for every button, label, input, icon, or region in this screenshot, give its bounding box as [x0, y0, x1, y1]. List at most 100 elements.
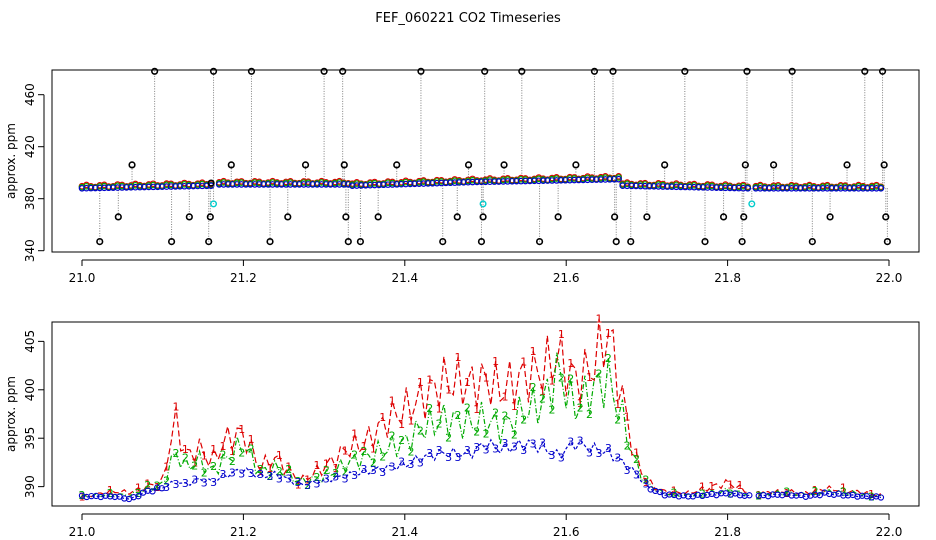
series-2-marker: 2: [642, 474, 649, 487]
series-2-marker: 2: [295, 475, 302, 488]
series-1-marker: 1: [567, 357, 574, 370]
series-3-marker: 3: [624, 464, 631, 477]
series-3-point: [455, 179, 463, 186]
series-1-marker: 1: [407, 415, 414, 428]
series-3-point: [149, 488, 156, 495]
series-3-point: [291, 181, 299, 188]
series-1-marker: 1: [426, 374, 433, 387]
spike-point: [861, 67, 869, 75]
series-1-marker: 1: [389, 395, 396, 408]
series-1-marker: 1: [708, 480, 715, 493]
series-1-marker: 1: [154, 481, 161, 494]
series-2-marker: 2: [595, 367, 602, 380]
x-tick-label: 22.0: [876, 525, 903, 539]
series-3-marker: 3: [285, 473, 292, 486]
series-1-marker: 1: [360, 440, 367, 453]
series-1-marker: 1: [248, 433, 255, 446]
series-1-marker: 1: [210, 443, 217, 456]
series-1-marker: 1: [342, 444, 349, 457]
spike-point: [843, 161, 851, 169]
series-2-marker: 2: [398, 434, 405, 447]
series-3-marker: 3: [342, 472, 349, 485]
spike-point: [247, 67, 256, 75]
series-3-point: [522, 177, 529, 185]
series-2-marker: 2: [436, 418, 443, 431]
spike-point: [128, 161, 136, 169]
series-3-marker: 3: [530, 438, 537, 451]
series-3-point: [357, 182, 365, 189]
series-2-marker: 2: [492, 407, 499, 420]
series-3-marker: 3: [445, 451, 452, 464]
series-3-point: [641, 182, 649, 190]
series-3-point: [570, 176, 578, 184]
series-2-marker: 2: [342, 465, 349, 478]
spike-point: [878, 67, 887, 75]
series-3-marker: 3: [219, 468, 226, 481]
spike-point: [464, 161, 473, 169]
figure-title: FEF_060221 CO2 Timeseries: [375, 11, 561, 26]
spike-point: [481, 67, 489, 75]
series-2-marker: 2: [558, 372, 565, 385]
series-3-point: [628, 182, 635, 190]
series-3-point: [100, 184, 108, 192]
series-1-marker: 1: [201, 449, 208, 462]
series-1-marker: 1: [163, 460, 170, 473]
series-1-marker: 1: [313, 459, 320, 472]
series-3-point: [238, 181, 245, 188]
plot-frame: [51, 321, 920, 507]
series-2-marker: 2: [79, 489, 86, 502]
series-3-point: [304, 181, 312, 188]
series-3-marker: 3: [163, 481, 170, 494]
series-1-marker: 1: [558, 328, 565, 341]
series-2-marker: 2: [210, 460, 217, 473]
spike-point: [356, 238, 365, 246]
series-3-point: [774, 185, 782, 192]
spike-point: [227, 161, 235, 169]
series-1-marker: 1: [548, 375, 555, 388]
series-2-marker: 2: [144, 479, 151, 492]
series-3-marker: 3: [276, 472, 283, 485]
series-3-marker: 3: [464, 444, 471, 457]
series-3-point: [345, 181, 352, 188]
series-3-point: [135, 493, 142, 500]
x-tick-label: 22.0: [876, 271, 903, 285]
spike-point: [701, 238, 709, 246]
series-2-marker: 2: [614, 413, 621, 426]
series-1-marker: 1: [483, 371, 490, 384]
series-3-point: [816, 492, 823, 499]
series-1-marker: 1: [351, 428, 358, 441]
series-1-marker: 1: [454, 351, 461, 364]
y-tick-label: 400: [23, 378, 37, 401]
series-1-marker: 1: [727, 478, 734, 491]
x-tick-label: 21.0: [69, 271, 96, 285]
series-3-point: [504, 178, 511, 185]
series-1-marker: 1: [586, 371, 593, 384]
series-3-point: [810, 185, 818, 192]
series-3-marker: 3: [492, 442, 499, 455]
series-3-marker: 3: [332, 471, 339, 484]
spike-point: [439, 238, 447, 246]
series-3-point: [340, 181, 348, 188]
series-1-marker: 1: [840, 481, 847, 494]
series-3-marker: 3: [360, 463, 367, 476]
series-3-marker: 3: [238, 467, 245, 480]
series-1-marker: 1: [135, 482, 142, 495]
series-3-point: [242, 181, 250, 188]
series-3-point: [690, 183, 698, 191]
spike-point: [554, 213, 562, 221]
series-1-marker: 1: [595, 313, 602, 326]
series-2-marker: 2: [257, 463, 264, 476]
series-3-point: [473, 178, 481, 186]
spike-point: [344, 238, 352, 246]
series-2-marker: 2: [539, 393, 546, 406]
series-2-marker: 2: [671, 486, 678, 499]
series-3-marker: 3: [483, 444, 490, 457]
series-3-point: [828, 185, 836, 192]
series-2-marker: 2: [323, 464, 330, 477]
series-3-marker: 3: [633, 468, 640, 481]
y-tick-label: 405: [23, 330, 37, 353]
top-panel-spikes: 21.0 21.2 21.4 21.6 21.8 22.0 340 380 420 460 appr…: [4, 67, 920, 285]
series-1-marker: 1: [238, 423, 245, 436]
series-2-marker: 2: [501, 410, 508, 423]
series-3-marker: 3: [191, 473, 198, 486]
